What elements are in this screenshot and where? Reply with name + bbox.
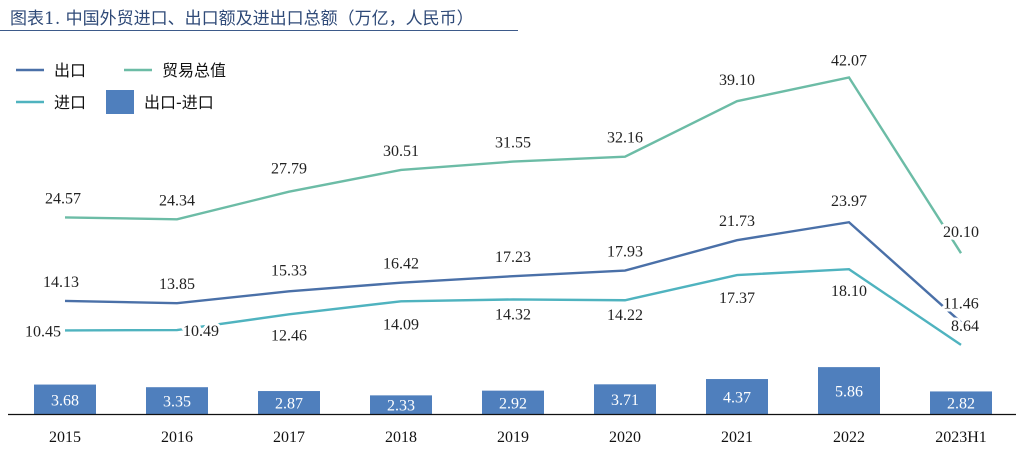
data-label-exp: 21.73: [719, 213, 755, 230]
legend-label: 贸易总值: [162, 61, 226, 80]
x-tick-label: 2023H1: [935, 429, 987, 446]
data-label-imp: 14.32: [495, 306, 531, 323]
bar-net-export: [818, 367, 880, 414]
x-tick-label: 2020: [609, 429, 641, 446]
line-import: [64, 267, 962, 346]
title-underline: [0, 30, 518, 31]
data-label-imp: 12.46: [271, 327, 307, 344]
x-tick-label: 2022: [833, 429, 865, 446]
data-label-tot: 30.51: [383, 143, 419, 160]
bar-label: 3.68: [51, 392, 79, 409]
data-label-imp: 10.49: [183, 323, 219, 340]
x-tick-label: 2017: [273, 429, 305, 446]
bar-label: 2.92: [499, 395, 527, 412]
data-label-exp: 17.23: [495, 249, 531, 266]
bar-label: 5.86: [835, 384, 863, 401]
data-label-tot: 42.07: [831, 52, 867, 69]
data-label-tot: 39.10: [719, 72, 755, 89]
data-label-tot: 32.16: [607, 130, 643, 147]
bar-label: 3.71: [611, 392, 639, 409]
line-total: [64, 76, 963, 254]
data-label-exp: 16.42: [383, 256, 419, 273]
x-tick-label: 2018: [385, 429, 417, 446]
bar-net-export: [370, 395, 432, 414]
data-label-tot: 24.34: [159, 192, 195, 209]
data-label-imp: 18.10: [831, 283, 867, 300]
data-label-exp: 14.13: [43, 274, 79, 291]
bar-label: 3.35: [163, 394, 191, 411]
data-label-tot: 24.57: [45, 190, 81, 207]
data-label-exp: 11.46: [943, 295, 978, 312]
line-export: [64, 220, 962, 324]
data-label-tot: 20.10: [943, 224, 979, 241]
bar-net-export: [146, 387, 208, 414]
x-tick-label: 2016: [161, 429, 193, 446]
data-label-exp: 15.33: [271, 262, 307, 279]
bar-net-export: [482, 390, 544, 414]
legend-label: 出口: [54, 61, 86, 80]
bar-net-export: [594, 384, 656, 414]
data-label-imp: 8.64: [951, 318, 979, 335]
bar-label: 2.82: [947, 396, 975, 413]
bar-label: 4.37: [723, 390, 751, 407]
bar-label: 2.33: [387, 398, 415, 415]
x-tick-label: 2019: [497, 429, 529, 446]
legend-label: 进口: [54, 93, 86, 112]
bar-net-export: [930, 391, 992, 414]
data-label-tot: 31.55: [495, 135, 531, 152]
data-label-imp: 14.22: [607, 307, 643, 324]
bar-net-export: [34, 384, 96, 414]
legend-label: 出口-进口: [144, 93, 214, 112]
data-label-imp: 14.09: [383, 316, 419, 333]
data-label-tot: 27.79: [271, 161, 307, 178]
data-label-imp: 10.45: [25, 323, 61, 340]
legend-swatch: [106, 90, 134, 114]
data-label-exp: 23.97: [831, 193, 867, 210]
bar-net-export: [258, 391, 320, 414]
x-tick-label: 2015: [49, 429, 81, 446]
chart-title: 图表1. 中国外贸进口、出口额及进出口总额（万亿，人民币）: [10, 9, 474, 29]
bar-label: 2.87: [275, 396, 303, 413]
data-label-imp: 17.37: [719, 290, 755, 307]
x-tick-label: 2021: [721, 429, 753, 446]
data-label-exp: 17.93: [607, 244, 643, 261]
data-label-exp: 13.85: [159, 276, 195, 293]
bar-net-export: [706, 379, 768, 414]
